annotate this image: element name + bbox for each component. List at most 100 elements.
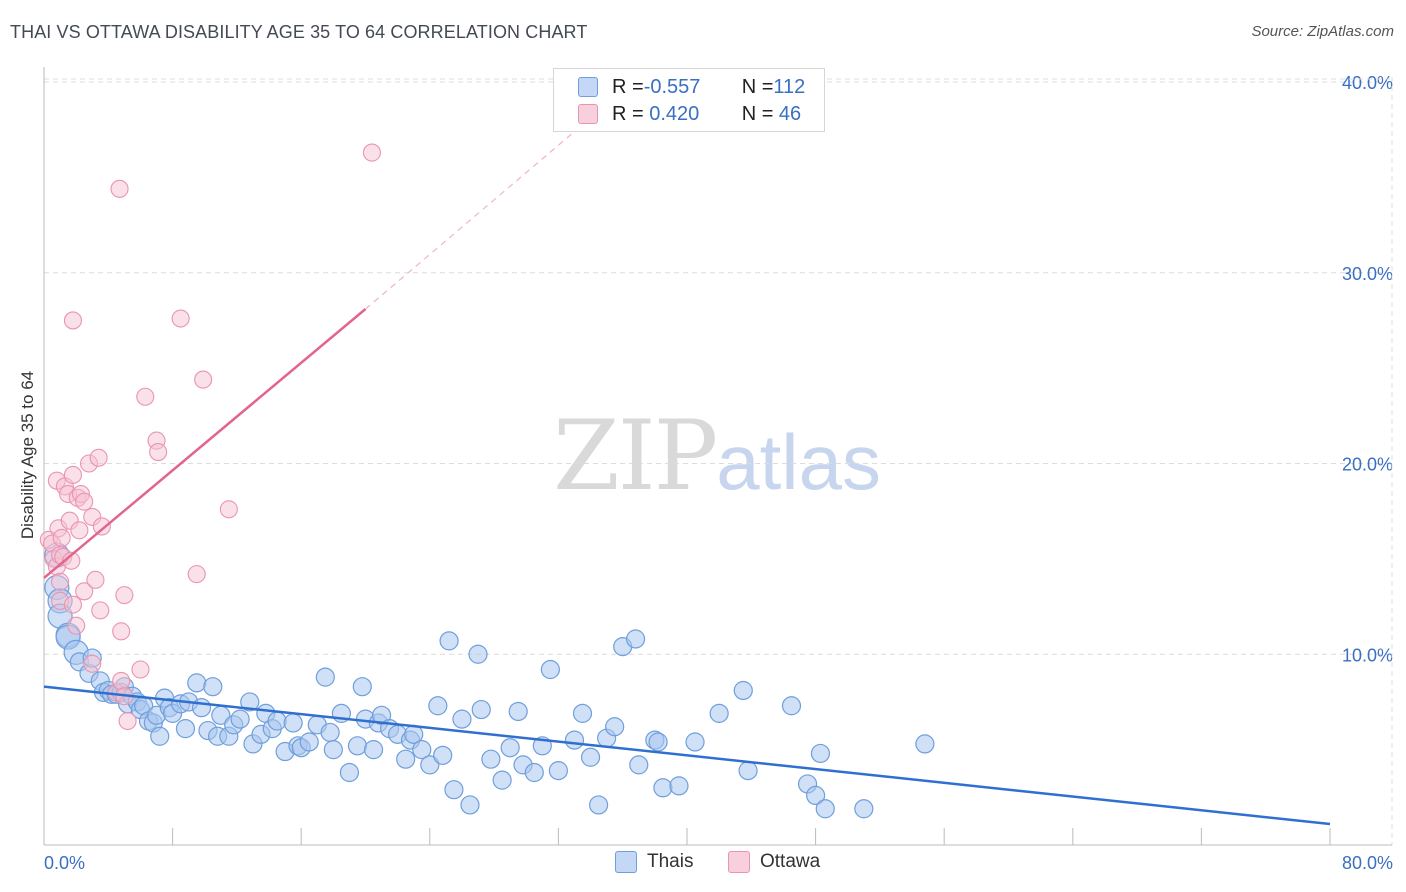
thais-point	[781, 696, 802, 716]
legend-row-thais: R = -0.557 N = 112	[578, 74, 805, 100]
series-label-ottawa: Ottawa	[760, 851, 821, 872]
legend-r-label: R =	[612, 102, 644, 125]
legend-r-label: R =	[612, 75, 644, 98]
thais-trend-line	[43, 685, 1331, 826]
ottawa-point	[194, 370, 213, 389]
thais-point	[230, 709, 250, 729]
thais-point	[733, 680, 753, 701]
ottawa-point	[83, 654, 102, 673]
legend-row-ottawa: R = 0.420 N = 46	[578, 101, 801, 127]
thais-point	[508, 701, 528, 722]
thais-point	[854, 799, 874, 819]
ottawa-point	[219, 500, 238, 519]
ottawa-point	[149, 443, 168, 462]
watermark-zip: ZIP	[553, 400, 718, 512]
legend-r-value: -0.557	[643, 75, 701, 98]
thais-point	[187, 673, 207, 693]
ottawa-point	[171, 309, 190, 328]
ottawa-point	[75, 582, 94, 601]
legend-n-value: 46	[773, 102, 802, 125]
thais-point	[548, 761, 569, 781]
watermark-atlas: atlas	[716, 418, 881, 506]
ottawa-point	[63, 465, 82, 484]
thais-point	[471, 699, 491, 720]
legend-swatch-ottawa	[578, 104, 598, 124]
thais-point	[500, 738, 520, 758]
stats-legend: R = -0.557 N = 112 R = 0.420 N = 46	[553, 68, 825, 132]
y-tick-label: 20.0%	[1342, 455, 1393, 475]
ottawa-point	[115, 586, 134, 605]
ottawa-point	[136, 387, 155, 406]
ottawa-point	[187, 565, 206, 584]
thais-point	[444, 780, 464, 800]
thais-point	[810, 743, 831, 764]
series-label-thais: Thais	[647, 851, 694, 872]
ottawa-point	[52, 528, 71, 547]
legend-n-label: N =	[741, 75, 774, 98]
thais-point	[524, 762, 544, 783]
thais-point	[396, 749, 416, 769]
thais-point	[738, 761, 758, 781]
thais-point	[709, 703, 729, 723]
thais-point	[460, 795, 480, 815]
thais-point	[352, 677, 372, 697]
thais-point	[481, 749, 501, 769]
thais-point	[540, 659, 560, 680]
ottawa-point	[86, 570, 105, 589]
series-swatch-ottawa	[728, 851, 750, 873]
thais-point	[915, 734, 935, 754]
thais-point	[267, 711, 287, 731]
thais-point	[588, 795, 609, 815]
legend-n-label: N =	[741, 102, 774, 125]
series-swatch-thais	[615, 851, 637, 873]
series-legend-thais[interactable]: Thais	[615, 851, 693, 873]
thais-point	[605, 717, 625, 737]
thais-point	[629, 755, 649, 775]
thais-point	[815, 799, 835, 819]
thais-point	[283, 713, 303, 733]
thais-point	[564, 730, 585, 750]
thais-point	[625, 629, 646, 649]
ottawa-point	[131, 660, 150, 679]
x-tick-label-min: 0.0%	[44, 853, 85, 873]
thais-point	[320, 722, 340, 743]
thais-point	[240, 692, 260, 712]
thais-point	[669, 776, 689, 796]
ottawa-point	[112, 622, 131, 641]
thais-point	[363, 740, 384, 760]
ottawa-point	[91, 601, 110, 620]
ottawa-point	[70, 521, 89, 540]
ottawa-point	[89, 448, 108, 467]
thais-point	[412, 740, 432, 760]
ottawa-point	[67, 616, 86, 635]
legend-swatch-thais	[578, 77, 598, 97]
ottawa-point	[75, 492, 94, 511]
thais-point	[191, 698, 212, 718]
series-legend: Thais Ottawa	[0, 851, 1406, 877]
y-axis-label: Disability Age 35 to 64	[18, 370, 37, 540]
ottawa-point	[92, 517, 111, 536]
legend-n-value: 112	[773, 75, 806, 98]
thais-point	[439, 631, 459, 651]
thais-point	[339, 762, 360, 783]
ottawa-point	[63, 595, 82, 614]
ottawa-point	[362, 143, 381, 162]
x-tick-label-max: 80.0%	[1342, 853, 1393, 873]
thais-point	[175, 719, 196, 739]
chart-title: THAI VS OTTAWA DISABILITY AGE 35 TO 64 C…	[10, 22, 588, 42]
watermark: ZIPatlas	[553, 400, 881, 512]
thais-point	[299, 732, 319, 752]
ottawa-trend-extension	[365, 131, 575, 310]
thais-point	[323, 740, 343, 760]
thais-point	[420, 755, 440, 775]
source-label: Source: ZipAtlas.com	[1251, 23, 1394, 40]
thais-point	[653, 778, 673, 798]
series-legend-ottawa[interactable]: Ottawa	[728, 851, 820, 873]
thais-point	[433, 745, 453, 765]
ottawa-trend-line	[43, 308, 367, 579]
thais-point	[203, 677, 223, 697]
y-tick-label: 10.0%	[1342, 645, 1393, 665]
thais-point	[805, 785, 826, 806]
legend-r-value: 0.420	[643, 102, 700, 125]
